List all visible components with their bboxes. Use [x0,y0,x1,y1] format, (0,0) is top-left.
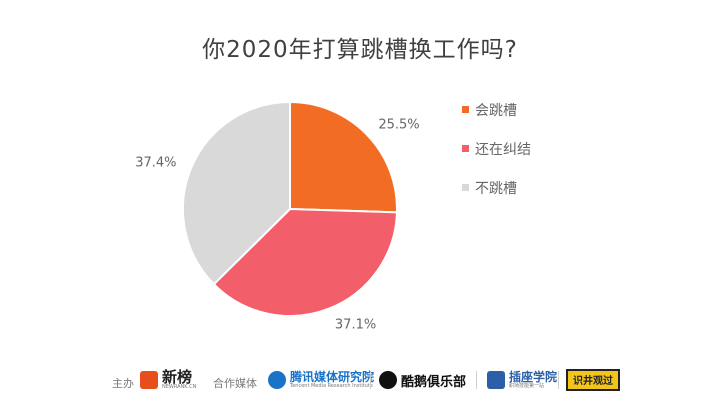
newrank-logo-icon [140,371,158,389]
legend-swatch [462,106,469,113]
chazuo-logo-icon [487,371,505,389]
legend-item-will-switch: 会跳槽 [462,102,531,119]
penguin-club-logo-name: 酷鹅俱乐部 [401,374,467,390]
tencent-media-logo: 腾讯媒体研究院 Tencent Media Research Institute [268,368,374,392]
tencent-media-logo-name: 腾讯媒体研究院 [290,370,375,385]
pie-value-label: 25.5% [378,117,419,132]
badge-logo: 识井观过 [566,369,620,391]
newrank-logo-name: 新榜 [162,367,193,386]
penguin-club-logo: 酷鹅俱乐部 [379,368,466,392]
legend-swatch [462,184,469,191]
pie-slice [212,207,398,317]
chazuo-logo-name: 插座学院 [509,370,558,385]
chazuo-logo: 插座学院 职场技能第一站 [487,368,557,392]
legend-item-will-not-switch: 不跳槽 [462,180,531,197]
legend-label: 会跳槽 [475,102,517,119]
tencent-media-logo-icon [268,371,286,389]
pie-slices [182,100,398,317]
pie-value-label: 37.4% [135,156,176,171]
media-label: 合作媒体 [213,377,257,390]
host-label: 主办 [112,377,134,390]
legend-label: 还在纠结 [475,141,531,158]
footer-divider [370,371,371,389]
tencent-media-logo-sub: Tencent Media Research Institute [290,382,373,389]
chazuo-logo-sub: 职场技能第一站 [509,382,545,389]
pie-slice [182,100,291,286]
footer-sponsors: 主办 新榜 NEWRANK.CN 合作媒体 腾讯媒体研究院 Tencent Me… [0,357,720,405]
pie-value-label: 37.1% [335,318,376,333]
pie-value-labels: 25.5% 37.1% 37.4% [135,117,419,332]
legend-item-undecided: 还在纠结 [462,141,531,158]
legend-label: 不跳槽 [475,180,517,197]
penguin-club-logo-icon [379,371,397,389]
newrank-logo: 新榜 NEWRANK.CN [140,368,196,392]
newrank-logo-sub: NEWRANK.CN [162,384,197,391]
pie-slice [289,100,398,214]
footer-divider [558,371,559,389]
chart-legend: 会跳槽 还在纠结 不跳槽 [462,102,531,219]
chart-title: 你2020年打算跳槽换工作吗? [202,37,518,63]
footer-divider [476,371,477,389]
legend-swatch [462,145,469,152]
